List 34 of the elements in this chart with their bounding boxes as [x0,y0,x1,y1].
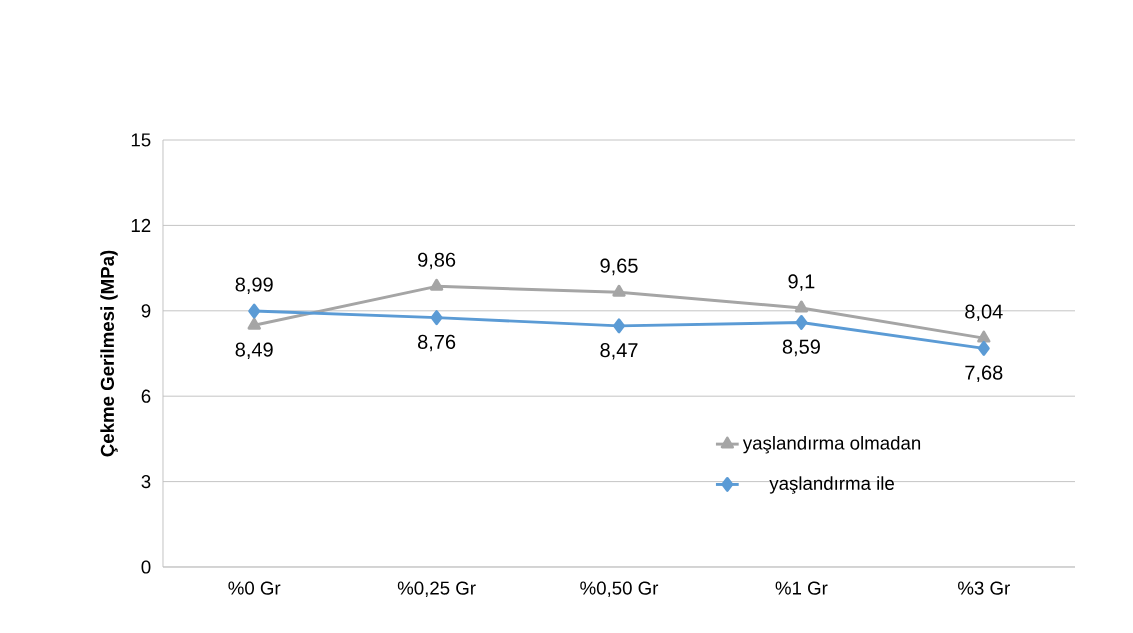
point [430,310,443,326]
data-label: 8,47 [600,343,638,360]
legend-label: yaşlandırma olmadan [742,435,921,454]
x-tick-label: %3 Gr [958,581,1010,595]
data-label: 8,04 [965,304,1003,321]
x-tick-label: %0,25 Gr [397,581,476,597]
y-tick-label: 6 [141,389,151,403]
y-tick-label: 12 [131,218,151,232]
data-label: 9,86 [418,252,456,270]
point [977,340,990,356]
data-label: 7,68 [965,365,1003,383]
y-axis-title: Çekme Gerilmesi (MPa) [100,250,118,457]
point [794,300,809,313]
x-tick-label: %0 Gr [228,581,281,595]
data-label: 9,65 [600,258,638,276]
y-tick-label: 9 [141,304,151,318]
data-label: 8,49 [235,342,273,359]
point [247,317,261,330]
point [977,330,991,343]
point [248,303,261,319]
point [429,278,444,291]
data-label: 8,99 [235,277,273,294]
x-tick-label: %1 Gr [775,581,828,595]
x-tick-label: %0,50 Gr [580,581,659,597]
data-label: 8,76 [418,334,456,352]
point [795,315,808,330]
legend-label: yaşlandırma ile [769,476,894,494]
y-tick-label: 15 [131,133,151,147]
point [612,284,626,297]
y-tick-label: 0 [141,560,151,574]
point [613,318,625,334]
data-label: 8,59 [782,339,820,357]
data-label: 9,1 [788,274,815,291]
y-tick-label: 3 [141,474,151,489]
